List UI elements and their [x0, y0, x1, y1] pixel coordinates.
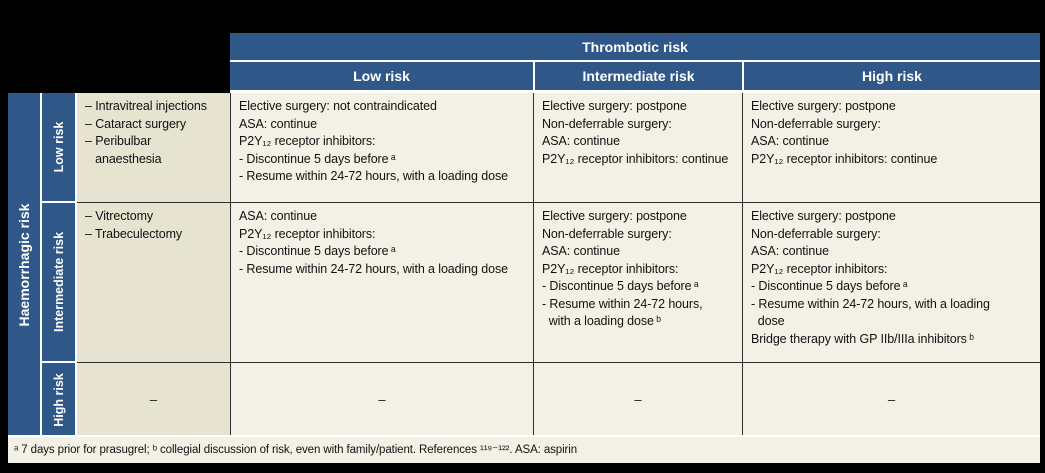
haemorrhagic-low-risk-label: Low risk	[42, 93, 75, 201]
separator	[533, 62, 535, 90]
separator	[8, 435, 1040, 437]
procedures-cell-high-risk: –	[77, 362, 230, 435]
cell-haem-intermediate-thromb-high: Elective surgery: postpone Non-deferrabl…	[742, 202, 1040, 362]
thrombotic-high-risk-header: High risk	[744, 62, 1040, 90]
procedures-cell-intermediate-risk: – Vitrectomy – Trabeculectomy	[77, 202, 230, 362]
separator	[42, 201, 75, 203]
cell-haem-low-thromb-intermediate: Elective surgery: postpone Non-deferrabl…	[533, 93, 742, 202]
procedures-cell-low-risk: – Intravitreal injections – Cataract sur…	[77, 93, 230, 202]
separator	[40, 93, 42, 437]
cell-haem-high-thromb-high: –	[742, 362, 1040, 435]
separator	[75, 93, 77, 437]
separator	[42, 361, 75, 363]
cell-haem-low-thromb-low: Elective surgery: not contraindicated AS…	[230, 93, 533, 202]
cell-haem-high-thromb-low: –	[230, 362, 533, 435]
thrombotic-risk-header: Thrombotic risk	[230, 33, 1040, 60]
haemorrhagic-high-risk-label: High risk	[42, 363, 75, 437]
separator	[742, 62, 744, 90]
footnote: ᵃ 7 days prior for prasugrel; ᵇ collegia…	[8, 437, 1040, 463]
thrombotic-low-risk-header: Low risk	[230, 62, 533, 90]
cell-haem-intermediate-thromb-low: ASA: continue P2Y₁₂ receptor inhibitors:…	[230, 202, 533, 362]
thrombotic-intermediate-risk-header: Intermediate risk	[535, 62, 742, 90]
cell-haem-high-thromb-intermediate: –	[533, 362, 742, 435]
haemorrhagic-risk-label: Haemorrhagic risk	[16, 203, 32, 327]
haemorrhagic-risk-header: Haemorrhagic risk	[8, 93, 40, 437]
haemorrhagic-intermediate-risk-label: Intermediate risk	[42, 203, 75, 361]
separator	[230, 90, 1040, 93]
separator	[230, 60, 1040, 62]
cell-haem-intermediate-thromb-intermediate: Elective surgery: postpone Non-deferrabl…	[533, 202, 742, 362]
cell-haem-low-thromb-high: Elective surgery: postpone Non-deferrabl…	[742, 93, 1040, 202]
